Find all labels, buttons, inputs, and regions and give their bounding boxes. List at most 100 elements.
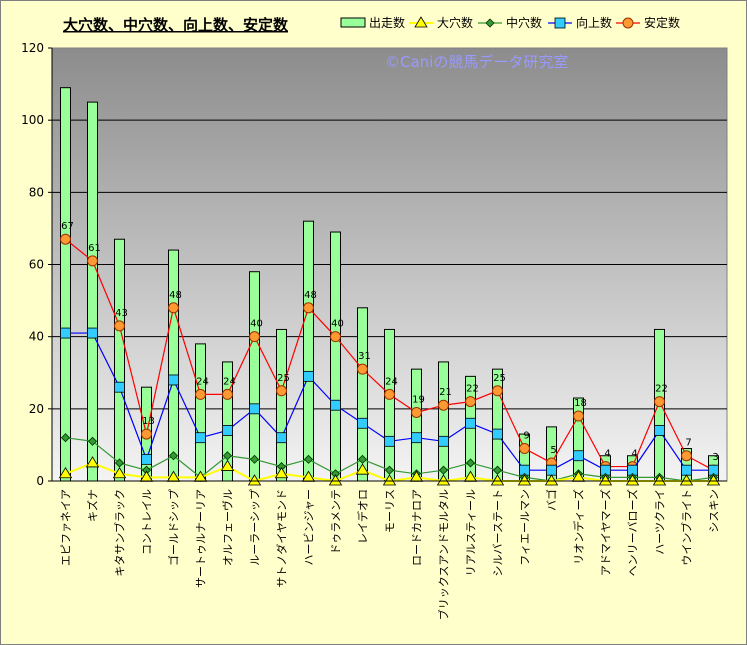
y-tick-label: 60 <box>29 258 44 272</box>
marker-square <box>87 327 98 339</box>
data-label: 21 <box>439 387 452 398</box>
bar <box>114 238 125 482</box>
legend-label: 安定数 <box>644 15 680 30</box>
marker-triangle <box>112 467 127 479</box>
marker-square <box>384 435 395 447</box>
x-category-label: ゴールドシップ <box>167 489 181 566</box>
x-axis: エピファネイア キズナ キタサンブラック コントレイル ゴールドシップ サートゥルナーリア… <box>52 480 727 620</box>
bar <box>438 361 449 482</box>
marker-square <box>357 417 368 429</box>
marker-triangle <box>328 474 343 486</box>
marker-triangle <box>274 467 289 479</box>
marker-square <box>303 370 314 382</box>
data-label: 25 <box>277 373 290 384</box>
marker-square <box>438 435 449 447</box>
bar <box>60 87 71 482</box>
marker-circle <box>141 428 152 440</box>
marker-circle <box>573 410 584 422</box>
y-tick-label: 0 <box>36 474 44 488</box>
data-label: 18 <box>574 398 587 409</box>
marker-triangle <box>436 474 451 486</box>
x-category-label: レイデオロ <box>356 489 370 544</box>
data-label: 25 <box>493 373 506 384</box>
x-category-label: コントレイル <box>141 489 154 555</box>
data-label: 24 <box>196 376 209 387</box>
marker-triangle <box>598 474 613 486</box>
legend-item: 大穴数 <box>409 15 473 30</box>
marker-triangle <box>517 474 532 486</box>
data-label: 40 <box>331 319 344 330</box>
marker-triangle <box>490 474 505 486</box>
bar <box>573 397 584 482</box>
marker-circle <box>357 363 368 375</box>
series-square <box>60 327 719 476</box>
y-tick-label: 20 <box>29 402 44 416</box>
marker-diamond <box>168 451 179 461</box>
legend-label: 向上数 <box>576 15 612 30</box>
bar <box>411 368 422 482</box>
chart-title: 大穴数、中穴数、向上数、安定数 <box>63 16 289 34</box>
legend-item: 向上数 <box>548 15 612 30</box>
marker-square <box>411 432 422 444</box>
marker-diamond <box>87 436 98 446</box>
data-label: 48 <box>169 290 182 301</box>
marker-diamond <box>222 451 233 461</box>
marker-square <box>465 417 476 429</box>
legend-item: 中穴数 <box>478 15 542 30</box>
marker-diamond <box>357 454 368 464</box>
marker-circle <box>384 388 395 400</box>
marker-diamond <box>60 433 71 443</box>
marker-circle <box>681 450 692 462</box>
marker-circle <box>114 320 125 332</box>
legend-label: 大穴数 <box>437 15 473 30</box>
data-label: 24 <box>223 376 236 387</box>
marker-diamond <box>384 465 395 475</box>
data-label: 22 <box>466 384 479 395</box>
marker-circle <box>330 331 341 343</box>
data-label: 3 <box>712 452 718 463</box>
marker-square <box>222 425 233 436</box>
x-category-label: オルフェーヴル <box>221 489 235 566</box>
x-category-label: リアルスティール <box>465 489 478 576</box>
data-label: 43 <box>115 308 128 319</box>
marker-circle <box>654 396 665 408</box>
x-category-label: サトノダイヤモンド <box>275 489 289 588</box>
marker-circle <box>411 406 422 418</box>
marker-triangle <box>544 474 559 486</box>
marker-triangle <box>652 474 667 486</box>
legend-label: 出走数 <box>369 15 405 30</box>
marker-circle <box>249 331 260 343</box>
x-category-label: アドマイヤマーズ <box>599 489 613 576</box>
marker-diamond <box>114 458 125 468</box>
bar <box>303 220 314 482</box>
data-label: 67 <box>61 221 74 232</box>
bar <box>249 271 260 482</box>
marker-diamond <box>465 458 476 468</box>
watermark: ©Caniの競馬データ研究室 <box>385 53 568 71</box>
x-category-label: フィエールマン <box>519 489 532 566</box>
marker-circle <box>222 388 233 400</box>
marker-square <box>114 381 125 393</box>
marker-square <box>554 17 566 29</box>
data-label: 19 <box>412 394 425 405</box>
x-category-label: リオンディーズ <box>572 489 586 565</box>
marker-circle <box>519 443 530 455</box>
marker-square <box>492 428 503 440</box>
x-category-label: シルバーステート <box>492 489 505 576</box>
bar <box>195 343 206 482</box>
legend-item: 出走数 <box>340 15 405 30</box>
x-category-label: バゴ <box>545 489 559 511</box>
marker-triangle <box>706 474 721 486</box>
data-label: 5 <box>550 445 556 456</box>
marker-circle <box>438 399 449 411</box>
marker-triangle <box>382 474 397 486</box>
marker-square <box>168 374 179 386</box>
x-category-label: ルーラーシップ <box>249 489 262 566</box>
x-category-label: サートゥルナーリア <box>195 489 208 588</box>
bar <box>384 328 395 482</box>
data-label: 7 <box>685 438 691 449</box>
legend: 出走数 大穴数 中穴数 向上数 安定数 <box>340 15 680 30</box>
x-category-label: キズナ <box>86 489 100 522</box>
